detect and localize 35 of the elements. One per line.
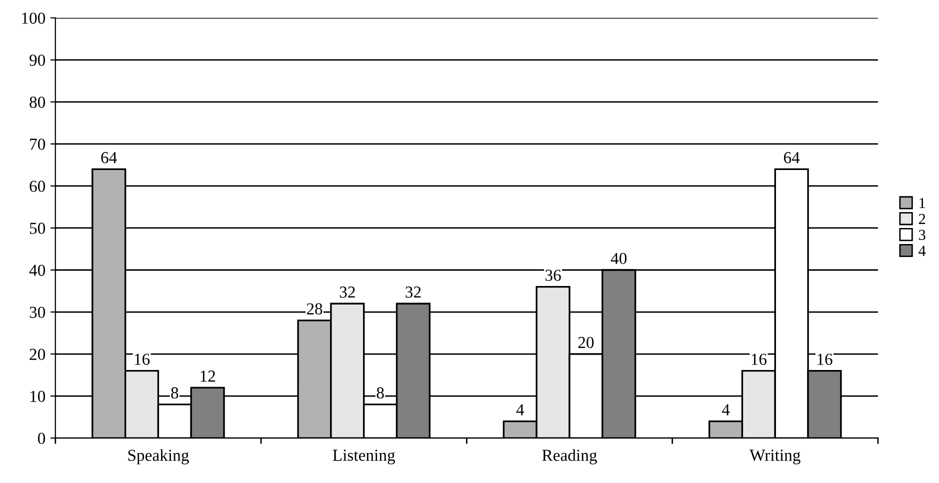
data-label: 32 [340,286,355,298]
y-tick-label: 80 [30,96,46,108]
y-tick-label: 30 [30,306,46,318]
data-label: 8 [376,387,384,399]
x-tick-label: Listening [332,450,396,464]
legend-label: 3 [919,230,926,240]
legend-label: 4 [918,246,926,256]
y-tick-label: 100 [22,12,46,24]
data-label: 12 [200,370,215,382]
data-label: 20 [578,336,594,348]
data-label: 16 [134,354,150,365]
x-tick-label: Writing [750,450,800,464]
data-label: 8 [171,387,178,399]
y-tick-label: 40 [29,264,46,276]
y-tick-label: 70 [30,138,46,150]
data-label: 32 [406,286,421,298]
data-label: 64 [784,152,800,164]
data-label: 16 [818,354,832,365]
y-tick-label: 60 [30,180,46,192]
legend-label: 2 [918,214,926,224]
y-tick-label: 50 [30,222,46,234]
data-label: 4 [516,404,524,416]
data-label: 40 [610,252,627,264]
data-label: 64 [101,152,117,164]
x-tick-label: Speaking [128,449,189,464]
y-tick-label: 20 [30,348,46,360]
x-tick-label: Reading [542,449,597,464]
data-label: 28 [306,303,322,315]
data-label: 16 [752,354,767,365]
data-label: 4 [722,404,730,416]
y-tick-label: 0 [38,432,46,444]
legend-label: 1 [920,198,925,208]
data-label: 36 [546,270,561,281]
y-tick-label: 10 [30,390,46,402]
y-tick-label: 90 [30,54,46,66]
